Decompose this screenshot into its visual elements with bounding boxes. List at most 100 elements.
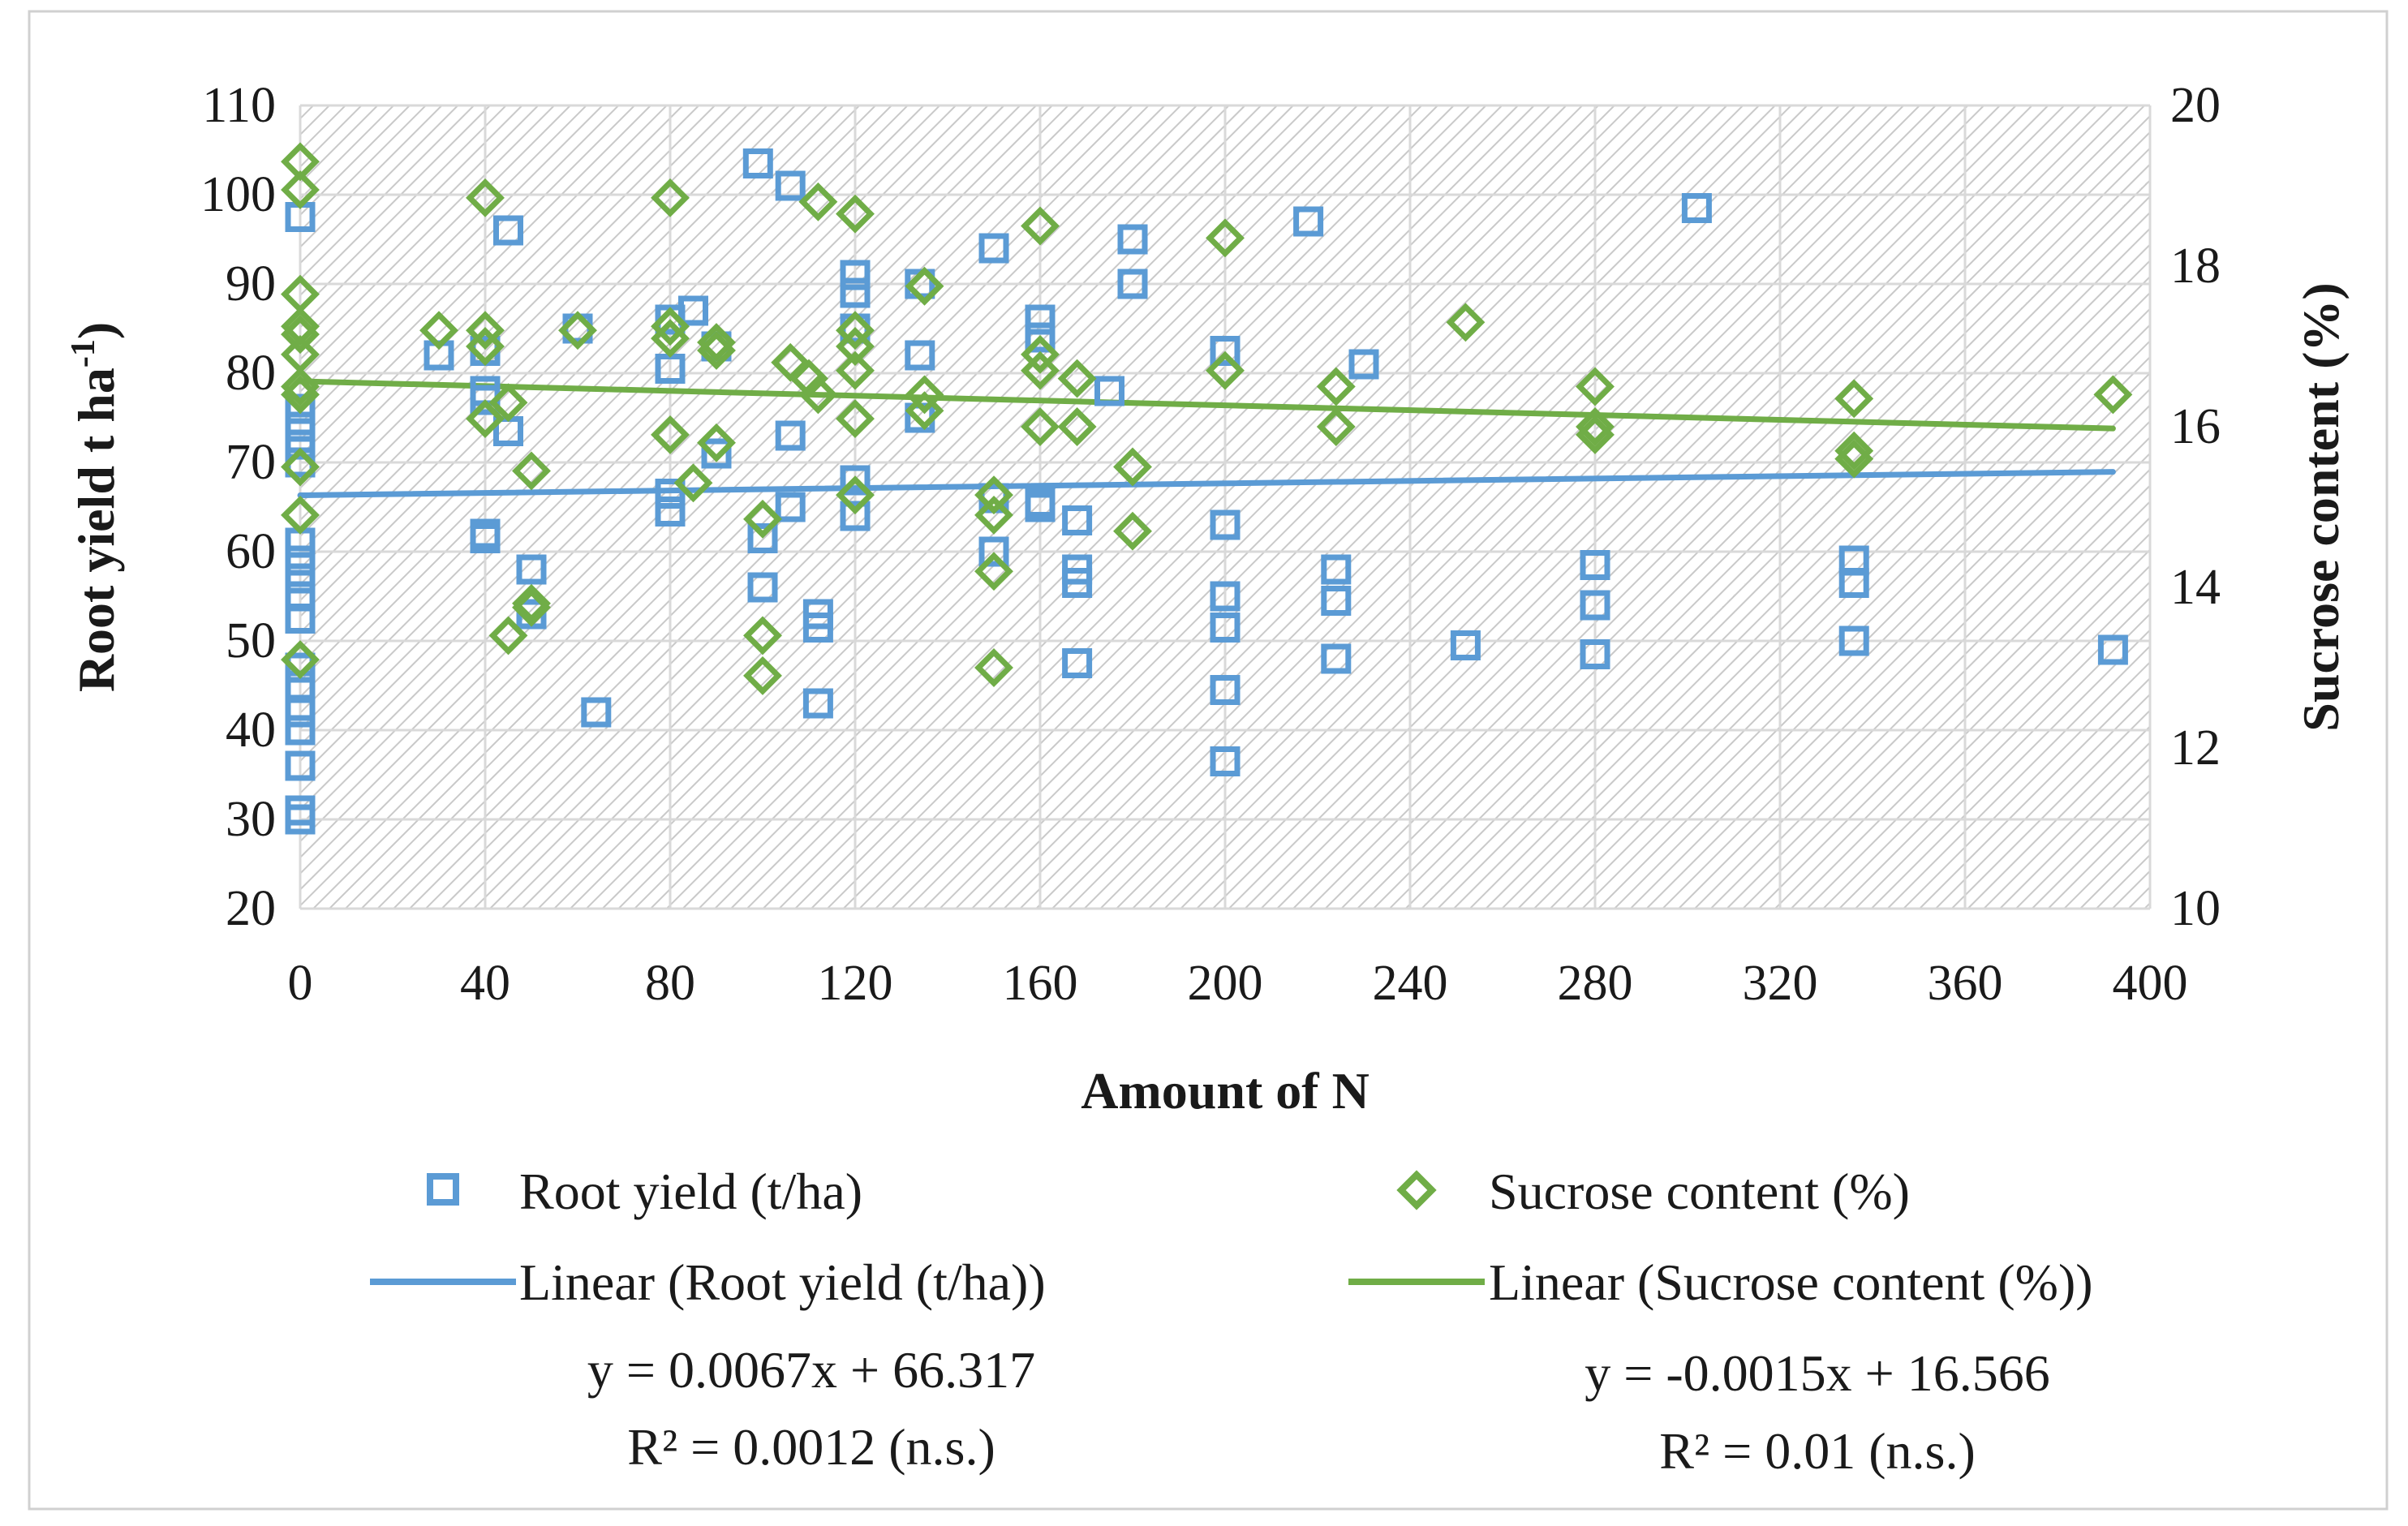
- root-yield-point: [1321, 554, 1352, 585]
- sucrose-point: [1834, 439, 1874, 479]
- trendlines: [297, 378, 2116, 499]
- root-yield-point: [285, 411, 316, 442]
- sucrose-point: [281, 375, 320, 415]
- sucrose-point: [1021, 350, 1060, 390]
- sucrose-point: [1113, 511, 1152, 551]
- sucrose-point: [836, 399, 875, 439]
- legend-marker-sucrose: [1396, 1170, 1437, 1210]
- root-yield-point: [1580, 590, 1610, 621]
- sucrose-point: [651, 307, 690, 346]
- sucrose-point: [488, 616, 528, 656]
- r2-sucrose: R² = 0.01 (n.s.): [1659, 1422, 1976, 1480]
- sucrose-point: [836, 311, 875, 350]
- root-yield-point: [1321, 643, 1352, 674]
- root-yield-point: [285, 715, 316, 746]
- sucrose-point: [974, 495, 1013, 535]
- y-tick-label: 90: [226, 256, 276, 312]
- legend-label-sucrose-trend: Linear (Sucrose content (%)): [1489, 1253, 2093, 1311]
- y-tick-label: 100: [200, 167, 276, 222]
- root-yield-point: [470, 523, 501, 553]
- root-yield-point: [747, 523, 778, 553]
- root-yield-point: [1117, 269, 1148, 299]
- sucrose-point: [419, 311, 458, 350]
- y2-tick-label: 10: [2170, 881, 2221, 936]
- x-tick-label: 400: [2113, 956, 2188, 1011]
- root-yield-point: [285, 393, 316, 424]
- sucrose-point: [651, 178, 690, 217]
- root-yield-point: [802, 613, 833, 643]
- legend: Root yield (t/ha) Sucrose content (%) Li…: [370, 1163, 2093, 1311]
- root-yield-point: [1062, 505, 1093, 535]
- root-yield-point: [1681, 193, 1712, 223]
- root-yield-point: [1062, 568, 1093, 598]
- sucrose-point: [743, 616, 782, 656]
- sucrose-point: [1576, 407, 1615, 446]
- y2-tick-label: 12: [2170, 720, 2221, 776]
- sucrose-point: [1057, 407, 1097, 446]
- sucrose-point: [1834, 379, 1874, 419]
- sucrose-point: [697, 323, 736, 362]
- y-axis-title-superscript: -1: [65, 339, 102, 368]
- trendline-sucrose: [297, 378, 2116, 432]
- x-tick-label: 280: [1558, 956, 1633, 1011]
- sucrose-point: [1576, 367, 1615, 406]
- y-tick-label: 50: [226, 613, 276, 668]
- x-tick-label: 200: [1188, 956, 1263, 1011]
- root-yield-point: [1210, 613, 1241, 643]
- sucrose-point: [1834, 431, 1874, 471]
- root-yield-point: [840, 501, 871, 531]
- root-yield-point: [1062, 648, 1093, 678]
- sucrose-point: [488, 383, 528, 423]
- root-yield-point: [1580, 550, 1610, 580]
- x-tick-label: 80: [645, 956, 695, 1011]
- root-yield-point: [1580, 639, 1610, 669]
- sucrose-point: [281, 640, 320, 680]
- root-yield-point: [516, 554, 547, 585]
- root-yield-point: [655, 496, 686, 527]
- sucrose-point: [974, 552, 1013, 591]
- root-yield-point: [285, 604, 316, 634]
- legend-label-root-yield-trend: Linear (Root yield (t/ha)): [519, 1253, 1046, 1311]
- root-yield-point: [1838, 625, 1869, 656]
- sucrose-point: [281, 315, 320, 355]
- sucrose-point: [512, 451, 551, 491]
- root-yield-point: [840, 260, 871, 290]
- sucrose-point: [1206, 218, 1245, 258]
- sucrose-point: [673, 463, 713, 503]
- root-yield-point: [655, 479, 686, 509]
- root-yield-point: [978, 233, 1009, 264]
- root-yield-point: [1293, 206, 1324, 237]
- root-yield-point: [493, 215, 523, 246]
- sucrose-point: [1021, 334, 1060, 374]
- root-yield-point: [701, 438, 732, 469]
- x-tick-label: 0: [288, 956, 313, 1011]
- y2-tick-label: 16: [2170, 399, 2221, 454]
- sucrose-point: [798, 375, 838, 415]
- root-yield-point: [1025, 492, 1056, 522]
- root-yield-point: [775, 420, 806, 451]
- sucrose-point: [836, 327, 875, 366]
- sucrose-point: [466, 178, 505, 217]
- x-axis-title: Amount of N: [1081, 1062, 1370, 1120]
- x-tick-label: 160: [1003, 956, 1078, 1011]
- root-yield-point: [742, 148, 773, 178]
- root-yield-point: [285, 545, 316, 576]
- data-markers: [281, 142, 2133, 835]
- sucrose-point: [974, 648, 1013, 687]
- legend-label-root-yield: Root yield (t/ha): [519, 1163, 862, 1220]
- sucrose-point: [651, 415, 690, 454]
- root-yield-point: [978, 536, 1009, 567]
- sucrose-point: [281, 495, 320, 535]
- root-yield-point: [2097, 634, 2128, 665]
- sucrose-point: [281, 447, 320, 487]
- root-yield-point: [775, 170, 806, 201]
- sucrose-point: [1057, 359, 1097, 398]
- root-yield-point: [1321, 586, 1352, 616]
- y-tick-label: 20: [226, 881, 276, 936]
- sucrose-point: [558, 311, 597, 350]
- sucrose-point: [697, 331, 736, 370]
- root-yield-point: [285, 804, 316, 835]
- root-yield-point: [802, 688, 833, 719]
